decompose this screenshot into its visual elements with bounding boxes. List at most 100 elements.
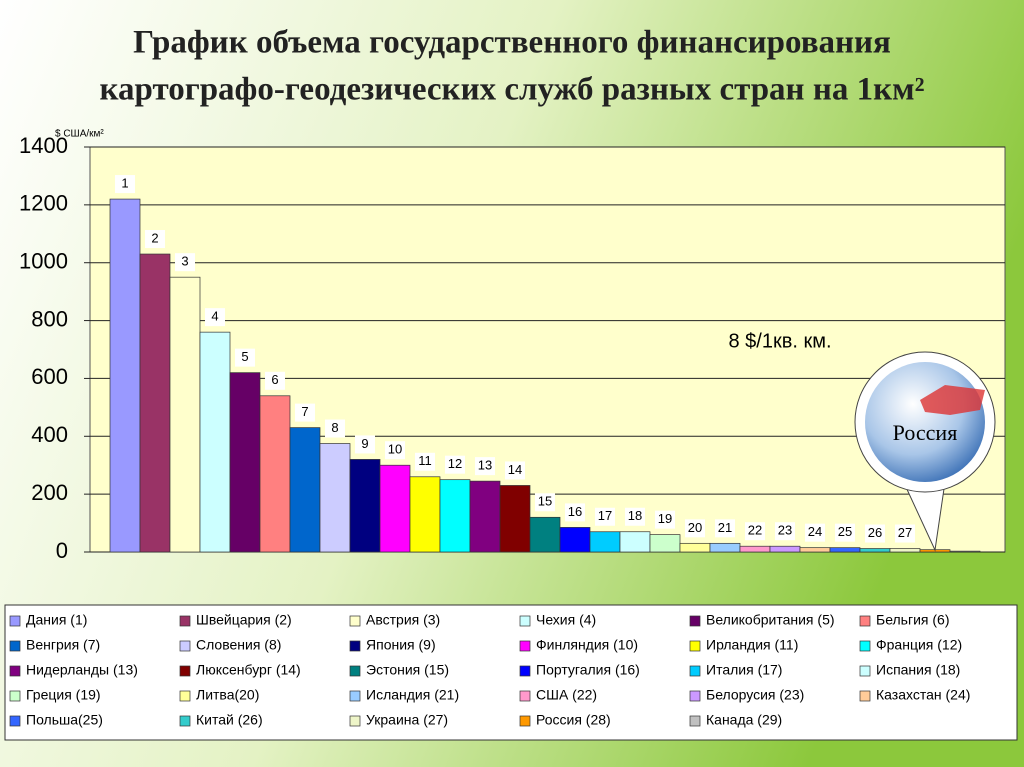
legend-label: Великобритания (5) <box>706 612 835 628</box>
legend-swatch <box>179 665 191 677</box>
bar <box>349 459 381 553</box>
data-label-box <box>865 524 885 543</box>
legend-label: Бельгия (6) <box>876 612 949 628</box>
data-label-box <box>505 461 525 480</box>
annotation: Россия <box>893 420 958 445</box>
legend-swatch <box>9 615 21 627</box>
legend-label: Китай (26) <box>196 712 263 728</box>
legend-swatch <box>689 665 701 677</box>
y-tick-label: 800 <box>31 306 68 331</box>
y-axis-label: $ США/км² <box>55 129 104 140</box>
legend-label: Италия (17) <box>706 662 782 678</box>
y-tick-label: 1000 <box>19 249 68 274</box>
bar <box>679 542 711 553</box>
data-label-box <box>235 348 255 367</box>
legend-swatch <box>349 640 361 652</box>
legend-label: Украина (27) <box>366 712 448 728</box>
legend-swatch <box>349 715 361 727</box>
legend-swatch <box>519 615 531 627</box>
legend-label: Дания (1) <box>26 612 87 628</box>
legend-label: Канада (29) <box>706 712 782 728</box>
bar <box>229 372 261 553</box>
bar <box>289 427 321 553</box>
data-label: 9 <box>361 436 368 451</box>
data-label: 21 <box>718 520 732 535</box>
legend-label: Чехия (4) <box>536 612 596 628</box>
bar <box>889 548 921 553</box>
data-label: 16 <box>568 504 582 519</box>
legend-swatch <box>349 690 361 702</box>
legend-label: Словения (8) <box>196 637 281 653</box>
data-label-box <box>355 435 375 454</box>
data-label: 7 <box>301 404 308 419</box>
bar <box>859 548 891 553</box>
data-label-box <box>595 507 615 526</box>
bar <box>379 464 411 553</box>
data-label-box <box>475 457 495 476</box>
data-label-box <box>685 519 705 538</box>
legend-swatch <box>349 615 361 627</box>
data-label: 23 <box>778 523 792 538</box>
legend-label: Греция (19) <box>26 687 101 703</box>
data-label: 3 <box>181 254 188 269</box>
bar <box>439 479 471 553</box>
legend-label: Швейцария (2) <box>196 612 292 628</box>
legend-label: Финляндия (10) <box>536 637 638 653</box>
data-label-box <box>265 371 285 390</box>
legend-swatch <box>519 715 531 727</box>
data-label: 4 <box>211 309 218 324</box>
legend-label: США (22) <box>536 687 597 703</box>
y-tick-label: 0 <box>56 538 68 563</box>
legend-swatch <box>689 715 701 727</box>
bar <box>199 331 231 553</box>
data-label: 20 <box>688 520 702 535</box>
y-tick-label: 1200 <box>19 191 68 216</box>
legend-label: Люксенбург (14) <box>196 662 301 678</box>
legend-label: Россия (28) <box>536 712 611 728</box>
data-label-box <box>385 441 405 460</box>
legend-swatch <box>689 640 701 652</box>
data-label-box <box>715 519 735 538</box>
legend-swatch <box>519 665 531 677</box>
bar <box>259 395 291 553</box>
data-label-box <box>445 455 465 474</box>
legend-swatch <box>179 615 191 627</box>
data-label: 24 <box>808 524 822 539</box>
data-label-box <box>835 523 855 542</box>
bar <box>829 547 861 553</box>
data-label: 2 <box>151 230 158 245</box>
data-label-box <box>115 175 135 194</box>
bar <box>109 198 141 553</box>
legend-swatch <box>519 640 531 652</box>
bar <box>469 480 501 553</box>
bar <box>709 542 741 553</box>
y-tick-label: 400 <box>31 422 68 447</box>
data-label-box <box>535 493 555 512</box>
legend-swatch <box>859 665 871 677</box>
bar <box>409 476 441 553</box>
legend-swatch <box>9 690 21 702</box>
data-label: 5 <box>241 349 248 364</box>
legend-label: Франция (12) <box>876 637 962 653</box>
legend-label: Австрия (3) <box>366 612 440 628</box>
legend-box <box>4 604 1018 741</box>
data-label: 6 <box>271 372 278 387</box>
legend-swatch <box>859 690 871 702</box>
legend-swatch <box>9 665 21 677</box>
legend-label: Испания (18) <box>876 662 960 678</box>
legend-label: Венгрия (7) <box>26 637 100 653</box>
bar <box>319 443 351 553</box>
data-label: 11 <box>418 453 432 468</box>
legend-swatch <box>689 690 701 702</box>
bar <box>529 516 561 553</box>
bar <box>769 545 801 553</box>
data-label-box <box>295 403 315 422</box>
legend-label: Нидерланды (13) <box>26 662 138 678</box>
bar <box>499 485 531 553</box>
legend-swatch <box>179 690 191 702</box>
data-label-box <box>325 419 345 438</box>
data-label: 1 <box>121 176 128 191</box>
data-label: 19 <box>658 511 672 526</box>
bar <box>799 547 831 553</box>
